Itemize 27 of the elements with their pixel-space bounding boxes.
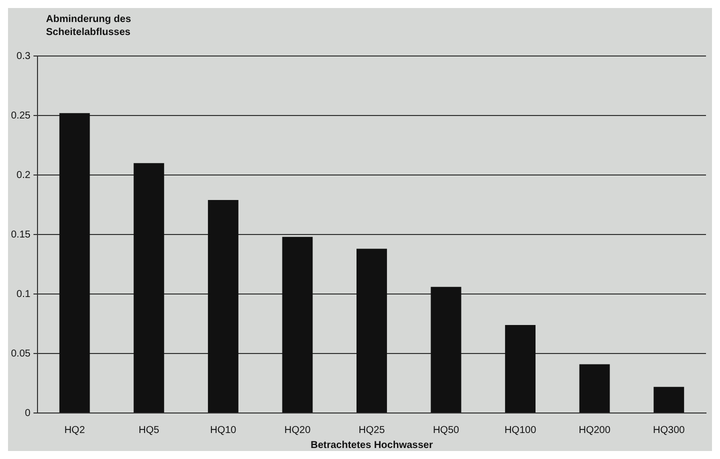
y-tick-label: 0.1 — [16, 288, 31, 300]
y-tick-label: 0.05 — [10, 348, 31, 360]
bar — [579, 364, 610, 412]
x-tick-label: HQ25 — [358, 424, 386, 436]
bar — [134, 163, 164, 412]
x-tick-label: HQ5 — [138, 424, 160, 436]
bar — [505, 324, 536, 412]
y-tick-label: 0.25 — [10, 110, 31, 122]
x-tick-label: HQ300 — [653, 424, 686, 436]
x-tick-label: HQ50 — [432, 424, 460, 436]
bar — [282, 236, 313, 412]
bar — [59, 113, 90, 412]
y-tick-label: 0.2 — [16, 170, 31, 181]
x-tick-label: HQ200 — [578, 424, 611, 436]
y-tick-label: 0 — [24, 408, 31, 419]
y-tick-label: 0.15 — [10, 229, 31, 240]
x-tick-label: HQ2 — [64, 424, 86, 436]
y-tick-label: 0.3 — [16, 50, 31, 62]
x-tick-label: HQ100 — [504, 424, 537, 436]
y-axis-title: Abminderung des Scheitelabflusses — [46, 14, 132, 38]
x-axis-title: Betrachtetes Hochwasser — [310, 440, 433, 451]
bar — [654, 386, 684, 412]
bar — [356, 248, 387, 412]
bar — [208, 200, 238, 412]
x-tick-label: HQ10 — [210, 424, 237, 436]
x-tick-label: HQ20 — [284, 424, 311, 436]
bar — [430, 286, 462, 412]
